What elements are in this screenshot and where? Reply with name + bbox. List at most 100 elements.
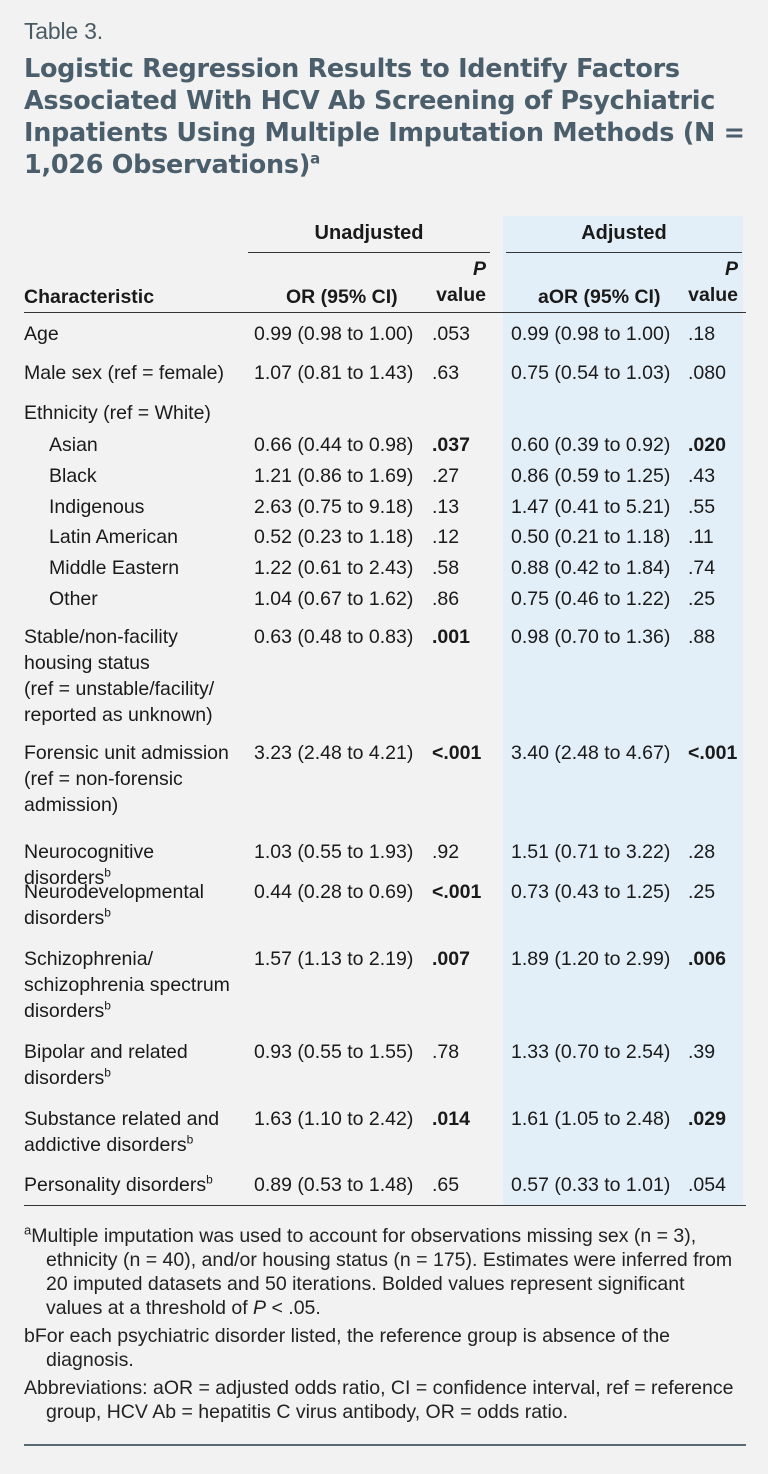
p-value-adjusted-cell: .74 [688,557,716,579]
characteristic-line: Schizophrenia/ [24,948,153,970]
p-value-unadjusted-cell: <.001 [432,742,482,764]
aor-cell: 0.73 (0.43 to 1.25) [511,881,671,903]
characteristic-cell: Bipolar and related disordersb [24,1039,246,1091]
aor-cell: 3.40 (2.48 to 4.67) [511,742,671,764]
characteristic-line: Neurocognitive disordersb [24,841,155,889]
aor-cell: 0.60 (0.39 to 0.92) [511,434,671,456]
or-cell: 0.66 (0.44 to 0.98) [254,434,414,456]
or-cell: 0.52 (0.23 to 1.18) [254,526,414,548]
characteristic-line: Black [49,465,97,487]
p-value-adjusted-cell: .11 [688,526,714,548]
aor-cell: 0.50 (0.21 to 1.18) [511,526,671,548]
p-value-unadjusted-cell: .053 [432,323,470,345]
footnote-marker-a: a [310,149,320,168]
p-value-unadjusted-cell: .12 [432,526,460,548]
characteristic-line: reported as unknown) [24,704,213,726]
or-cell: 3.23 (2.48 to 4.21) [254,742,414,764]
characteristic-cell: Ethnicity (ref = White) [24,400,246,426]
p-value-adjusted-cell: .39 [688,1041,716,1063]
p-italic: P [724,258,738,280]
characteristic-cell: Other [24,586,271,612]
characteristic-cell: Asian [24,432,271,458]
p-value-unadjusted-cell: .014 [432,1108,470,1130]
p-value-unadjusted-cell: .78 [432,1041,460,1063]
aor-cell: 1.33 (0.70 to 2.54) [511,1041,671,1063]
unadjusted-rule [248,252,490,253]
characteristic-line: (ref = unstable/facility/ [24,678,215,700]
characteristic-line: housing status [24,652,150,674]
aor-cell: 1.51 (0.71 to 3.22) [511,841,671,863]
characteristic-cell: Stable/non-facility housing status (ref = … [24,624,246,728]
characteristic-line: Age [24,323,59,345]
aor-cell: 0.98 (0.70 to 1.36) [511,626,671,648]
end-rule [24,1444,746,1446]
or-cell: 0.63 (0.48 to 0.83) [254,626,414,648]
aor-cell: 1.47 (0.41 to 5.21) [511,496,671,518]
p-value-adjusted-cell: <.001 [688,742,738,764]
p-value-header-unadjusted: P value [426,256,486,308]
characteristic-line: schizophrenia spectrum [24,974,230,996]
aor-cell: 0.99 (0.98 to 1.00) [511,323,671,345]
p-value-adjusted-cell: .25 [688,881,716,903]
p-value-adjusted-cell: .080 [688,362,726,384]
p-value-unadjusted-cell: .13 [432,496,460,518]
p-value-adjusted-cell: .020 [688,434,726,456]
p-value-unadjusted-cell: .037 [432,434,470,456]
or-cell: 1.21 (0.86 to 1.69) [254,465,414,487]
p-value-adjusted-cell: .054 [688,1174,726,1196]
p-value-unadjusted-cell: <.001 [432,881,482,903]
table-title: Logistic Regression Results to Identify … [24,53,746,181]
note-b-marker: b [24,1325,35,1347]
note-a-text: Multiple imputation was used to account … [31,1225,733,1319]
characteristic-cell: Substance related and addictive disorders… [24,1106,246,1158]
characteristic-cell: Personality disordersb [24,1172,246,1198]
characteristic-line: Stable/non-facility [24,626,178,648]
p-italic: P [472,258,486,280]
or-cell: 1.63 (1.10 to 2.42) [254,1108,414,1130]
adjusted-column-shading [503,216,743,1205]
footnote-marker-b: b [186,1132,194,1147]
or-cell: 0.44 (0.28 to 0.69) [254,881,414,903]
p-value-unadjusted-cell: .92 [432,841,460,863]
aor-cell: 0.88 (0.42 to 1.84) [511,557,671,579]
characteristic-cell: Neurocognitive disordersb [24,839,246,891]
or-cell: 0.99 (0.98 to 1.00) [254,323,414,345]
p-value-adjusted-cell: .28 [688,841,716,863]
p-value-unadjusted-cell: .001 [432,626,470,648]
note-b: bFor each psychiatric disorder listed, t… [24,1324,746,1372]
characteristic-line: Latin American [49,526,178,548]
characteristic-line: Personality disordersb [24,1172,213,1197]
table-label: Table 3. [24,18,103,44]
note-abbreviations: Abbreviations: aOR = adjusted odds ratio… [24,1377,734,1423]
aor-cell: 0.75 (0.54 to 1.03) [511,362,671,384]
p-value-unadjusted-cell: .63 [432,362,460,384]
footnote-marker-b: b [104,1065,111,1080]
table-title-text: Logistic Regression Results to Identify … [24,54,745,180]
adjusted-header: Adjusted [581,222,667,244]
or-cell: 1.04 (0.67 to 1.62) [254,588,414,610]
characteristic-line: (ref = non-forensic [24,768,183,790]
or-cell: 0.93 (0.55 to 1.55) [254,1041,414,1063]
p-value-adjusted-cell: .18 [688,323,716,345]
aor-cell: 0.75 (0.46 to 1.22) [511,588,671,610]
footnote-marker-b: b [206,1172,213,1187]
p-value-adjusted-cell: .88 [688,626,716,648]
characteristic-line: disordersb [24,998,111,1023]
characteristic-line: Male sex (ref = female) [24,362,224,384]
p-value-unadjusted-cell: .27 [432,465,460,487]
characteristic-line: Other [49,588,98,610]
characteristic-line: Indigenous [49,496,145,518]
footnote-marker-b: b [104,865,111,880]
footnote-marker-b: b [104,998,111,1013]
characteristic-line: Neurodevelopmental [24,881,204,903]
header-rule [24,312,746,313]
or-cell: 1.57 (1.13 to 2.19) [254,948,414,970]
aor-header: aOR (95% CI) [538,286,661,308]
p-value-unadjusted-cell: .86 [432,588,460,610]
aor-cell: 0.57 (0.33 to 1.01) [511,1174,671,1196]
or-cell: 2.63 (0.75 to 9.18) [254,496,414,518]
or-header: OR (95% CI) [286,286,398,308]
characteristic-line: Bipolar and related [24,1041,188,1063]
characteristic-cell: Latin American [24,524,271,550]
p-value-word: value [688,284,738,306]
